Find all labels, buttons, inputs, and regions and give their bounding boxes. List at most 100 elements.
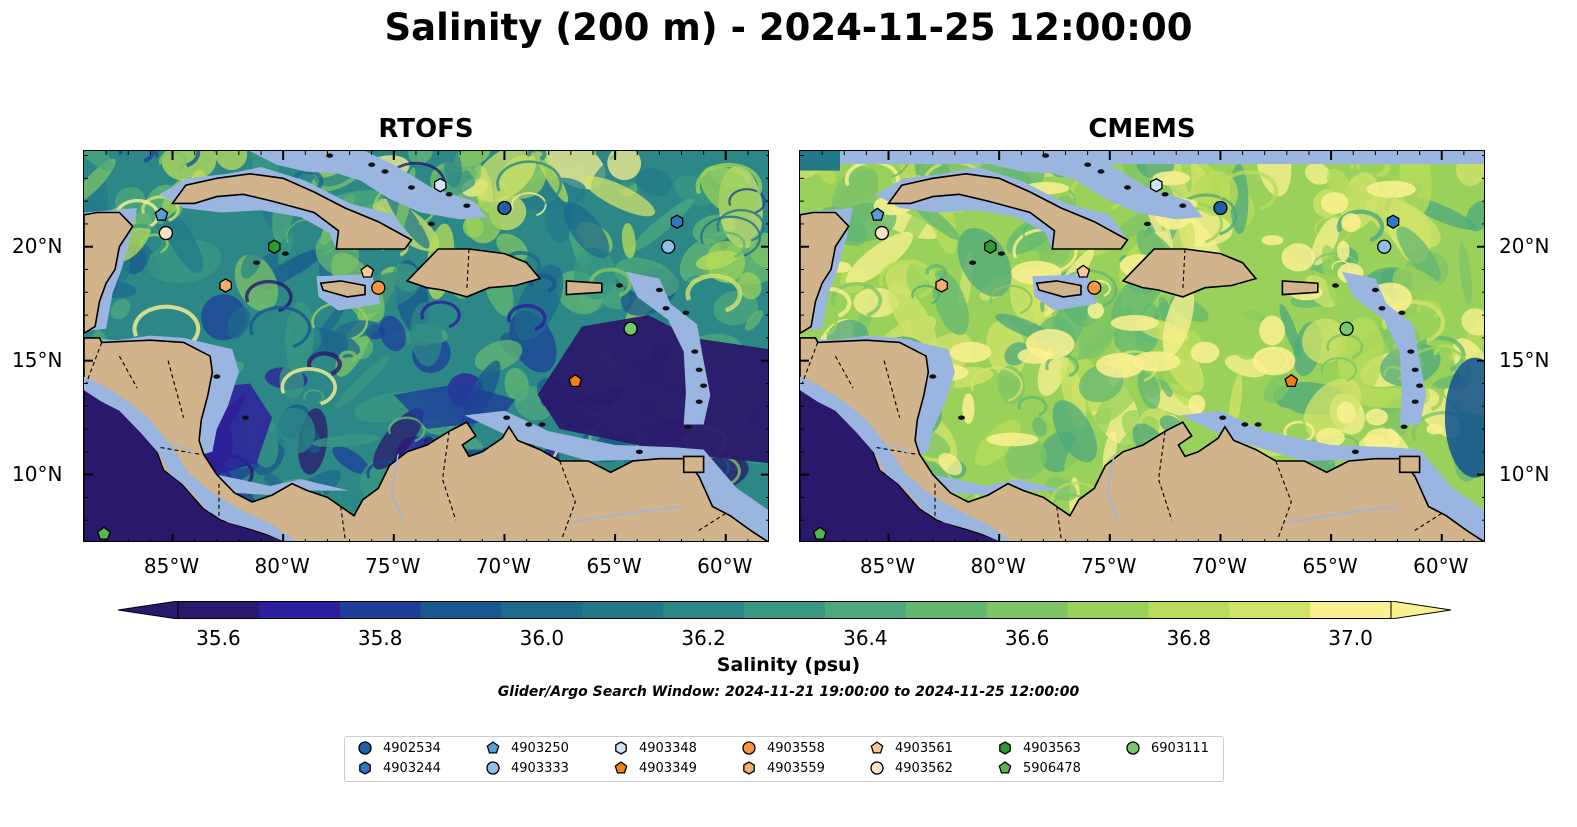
float-marker-5906478 [96, 526, 111, 540]
lat-tick-label-left: 15°N [12, 347, 63, 372]
hexagon-icon [615, 741, 627, 755]
lon-tick-label: 80°W [970, 554, 1026, 578]
colorbar-tick-label: 36.2 [681, 626, 726, 650]
map-cmems [800, 151, 1484, 541]
float-marker-4903348 [433, 177, 447, 193]
colorbar-tick-label: 37.0 [1328, 626, 1373, 650]
pentagon-icon [486, 741, 500, 754]
colorbar-tick-label: 35.6 [196, 626, 241, 650]
pentagon-icon [614, 761, 628, 774]
lat-tick-label-right: 20°N [1499, 233, 1550, 258]
float-marker-6903111 [1339, 321, 1354, 336]
colorbar-segment [420, 601, 502, 619]
legend-marker-4902534 [358, 741, 372, 755]
legend-marker-4903563 [999, 741, 1011, 755]
land-cuba [170, 172, 413, 250]
colorbar-under-extend [117, 600, 179, 620]
legend-marker-4903561 [870, 741, 884, 754]
legend-item: 4903562 [869, 760, 953, 776]
land-puertoRico [565, 280, 603, 296]
legend-item: 4902534 [357, 740, 441, 756]
colorbar [117, 600, 1452, 620]
legend-label: 4903250 [511, 740, 569, 756]
colorbar-segment [178, 601, 260, 619]
land-jamaica [319, 280, 366, 298]
colorbar-segment [905, 601, 988, 619]
circle-icon [1126, 741, 1140, 755]
colorbar-tick-label: 36.6 [1004, 626, 1050, 650]
land-trinidad [1398, 455, 1421, 474]
pentagon-icon [998, 761, 1012, 774]
float-marker-4903333 [1377, 239, 1392, 254]
float-marker-4903244 [1386, 214, 1400, 229]
hexagon-icon [359, 761, 371, 775]
lon-tick-label: 60°W [697, 554, 753, 578]
search-window-note: Glider/Argo Search Window: 2024-11-21 19… [497, 684, 1080, 700]
colorbar-tick-label: 36.4 [843, 626, 888, 650]
legend-item: 4903559 [741, 760, 825, 776]
land-puertoRico [1281, 280, 1319, 296]
legend-item: 4903563 [997, 740, 1081, 756]
land-hispaniola [1121, 248, 1258, 298]
legend-label: 4903348 [639, 740, 697, 756]
legend-label: 4903333 [511, 760, 569, 776]
circle-icon [486, 761, 500, 775]
lon-tick-label: 65°W [586, 554, 642, 578]
float-legend: 4902534 4903244 4903250 4903333 4903348 49033… [344, 736, 1224, 782]
lat-tick-label-left: 20°N [12, 233, 63, 258]
lon-tick-label: 80°W [254, 554, 310, 578]
float-marker-4903250 [870, 207, 885, 221]
land-cuba [886, 172, 1129, 250]
colorbar-segment [582, 601, 664, 619]
float-marker-5906478 [812, 526, 827, 540]
panel-title-cmems: CMEMS [1088, 114, 1196, 144]
legend-label: 5906478 [1023, 760, 1081, 776]
legend-marker-4903250 [486, 741, 500, 754]
lat-tick-label-left: 10°N [12, 461, 63, 486]
float-marker-4903349 [1284, 373, 1299, 388]
legend-item: 4903561 [869, 740, 953, 756]
legend-marker-4903349 [614, 761, 628, 774]
float-marker-4902534 [497, 200, 512, 216]
legend-label: 4903558 [767, 740, 825, 756]
legend-marker-4903559 [743, 761, 755, 775]
legend-item: 6903111 [1125, 740, 1209, 756]
legend-marker-4903244 [359, 761, 371, 775]
legend-marker-6903111 [1126, 741, 1140, 755]
land-centralAmerica [84, 337, 768, 541]
float-marker-4903250 [154, 207, 169, 221]
float-marker-4903559 [219, 278, 232, 293]
hexagon-icon [999, 741, 1011, 755]
float-marker-4903561 [360, 264, 375, 278]
legend-label: 4903563 [1023, 740, 1081, 756]
circle-icon [742, 741, 756, 755]
lon-tick-label: 75°W [365, 554, 421, 578]
legend-item: 4903558 [741, 740, 825, 756]
lon-tick-label: 60°W [1413, 554, 1469, 578]
float-marker-4903558 [1087, 280, 1102, 295]
legend-marker-5906478 [998, 761, 1012, 774]
map-panel-cmems [799, 150, 1485, 542]
legend-marker-4903558 [742, 741, 756, 755]
legend-item: 4903244 [357, 760, 441, 776]
panel-title-rtofs: RTOFS [378, 114, 474, 144]
colorbar-tick-label: 36.8 [1166, 626, 1212, 650]
colorbar-segment [1148, 601, 1230, 619]
land-trinidad [682, 455, 705, 474]
legend-marker-4903333 [486, 761, 500, 775]
map-rtofs [84, 151, 768, 541]
colorbar-label: Salinity (psu) [716, 654, 861, 676]
land-jamaica [1035, 280, 1082, 298]
legend-label: 4903561 [895, 740, 953, 756]
colorbar-segment [744, 601, 826, 619]
hexagon-icon [743, 761, 755, 775]
legend-label: 4903349 [639, 760, 697, 776]
colorbar-segment [1067, 601, 1149, 619]
lon-tick-label: 65°W [1302, 554, 1358, 578]
lon-tick-label: 85°W [143, 554, 200, 578]
map-panel-rtofs [83, 150, 769, 542]
colorbar-tick-label: 36.0 [519, 626, 565, 650]
float-marker-4903561 [1076, 264, 1091, 278]
float-marker-4902534 [1213, 200, 1228, 216]
land-yucatan [84, 211, 134, 335]
